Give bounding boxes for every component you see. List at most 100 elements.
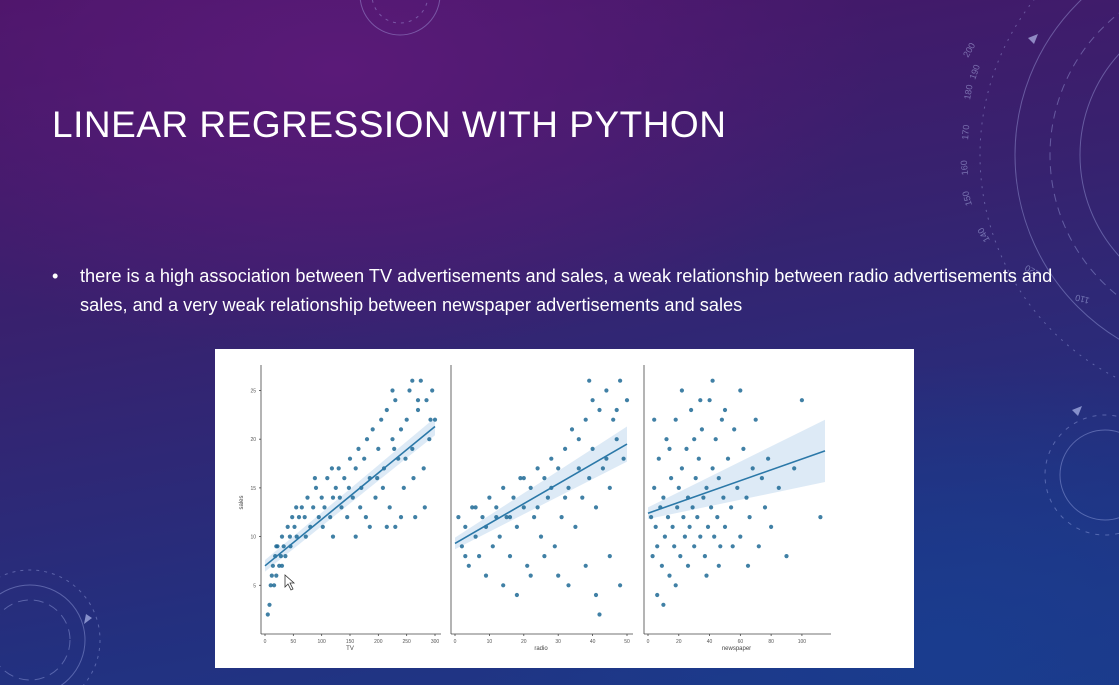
scatter-point (299, 505, 304, 510)
scatter-point (685, 563, 691, 568)
scatter-point (514, 592, 519, 598)
scatter-point (659, 563, 664, 568)
scatter-point (576, 437, 581, 442)
scatter-point (676, 485, 681, 490)
scatter-point (384, 407, 389, 413)
scatter-point (718, 544, 723, 549)
scatter-point (410, 378, 415, 383)
scatter-point (661, 602, 666, 607)
scatter-point (699, 427, 704, 432)
scatter-point (463, 524, 468, 529)
x-tick-label: 50 (624, 639, 630, 645)
scatter-point (511, 495, 516, 500)
scatter-point (735, 485, 740, 490)
scatter-point (532, 515, 537, 520)
scatter-point (490, 544, 495, 549)
scatter-point (593, 592, 599, 598)
scatter-point (336, 466, 341, 471)
scatter-point (624, 398, 630, 403)
scatter-point (292, 524, 297, 529)
scatter-point (285, 524, 290, 529)
scatter-point (675, 505, 680, 510)
decor-number: 170 (960, 124, 971, 140)
scatter-point (473, 505, 478, 510)
x-tick-label: 20 (521, 639, 527, 645)
scatter-point (656, 456, 661, 461)
scatter-point (313, 485, 319, 490)
scatter-point (670, 524, 675, 529)
scatter-point (392, 446, 397, 451)
scatter-point (384, 524, 389, 529)
x-tick-label: 10 (487, 639, 493, 645)
scatter-point (305, 495, 310, 500)
scatter-point (346, 485, 351, 490)
subplot-3: 0 20 40 60 80 100 newspaper (643, 365, 831, 652)
scatter-point (621, 456, 626, 461)
y-tick-label: 5 (253, 583, 256, 589)
x-axis-label: radio (534, 646, 548, 652)
scatter-point (403, 456, 408, 461)
mouse-cursor-icon (284, 574, 296, 591)
scatter-point (353, 534, 358, 539)
scatter-point (614, 437, 619, 442)
scatter-point (682, 534, 687, 539)
scatter-point (514, 524, 519, 529)
scatter-point (320, 524, 325, 529)
scatter-point (766, 456, 771, 461)
confidence-band (648, 419, 825, 520)
scatter-point (569, 427, 575, 432)
scatter-point (278, 554, 283, 559)
scatter-point (707, 398, 712, 403)
confidence-band (265, 417, 435, 572)
scatter-point (296, 515, 302, 520)
decor-number: 110 (1074, 292, 1090, 305)
scatter-point (573, 524, 578, 529)
scatter-point (611, 417, 616, 422)
regression-line (647, 450, 826, 514)
y-axis-label: sales (239, 495, 245, 509)
scatter-point (379, 417, 384, 422)
scatter-point (710, 378, 715, 383)
scatter-point (776, 485, 781, 490)
scatter-point (329, 466, 334, 471)
scatter-point (600, 466, 605, 471)
scatter-point (552, 544, 557, 549)
scatter-point (799, 398, 805, 403)
bullet-text: there is a high association between TV a… (80, 266, 1053, 315)
scatter-point (325, 476, 330, 481)
scatter-point (270, 563, 275, 568)
scatter-point (729, 505, 734, 510)
scatter-point (667, 573, 672, 578)
scatter-point (556, 573, 561, 578)
scatter-point (756, 544, 761, 549)
scatter-point (413, 515, 418, 520)
scatter-point (456, 515, 461, 520)
scatter-point (367, 524, 372, 529)
scatter-point (518, 476, 523, 481)
scatter-point (687, 524, 692, 529)
scatter-points (649, 378, 823, 607)
scatter-point (716, 476, 721, 481)
scatter-point (607, 485, 612, 490)
scatter-point (673, 583, 678, 588)
scatter-point (655, 544, 660, 549)
scatter-point (753, 417, 758, 422)
scatter-point (411, 476, 416, 481)
scatter-point (580, 495, 585, 500)
scatter-point (725, 456, 731, 461)
scatter-point (422, 505, 427, 510)
scatter-point (704, 573, 709, 578)
scatter-point (587, 476, 592, 481)
scatter-point (792, 466, 797, 471)
scatter-point (330, 495, 336, 500)
scatter-point (649, 515, 654, 520)
scatter-point (322, 505, 327, 510)
decor-number: 180 (962, 84, 974, 101)
scatter-point (710, 466, 715, 471)
scatter-point (466, 563, 471, 568)
scatter-point (784, 554, 789, 559)
scatter-point (473, 534, 478, 539)
subplot-2: 0 10 20 30 40 50 radio (450, 365, 633, 652)
scatter-point (418, 378, 423, 383)
